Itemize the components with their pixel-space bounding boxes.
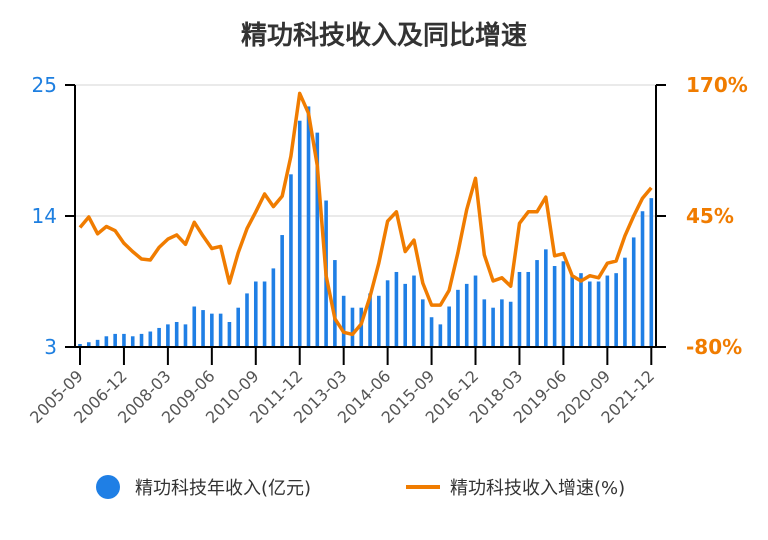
bar (649, 198, 654, 347)
bar (623, 257, 627, 347)
bar (579, 273, 583, 347)
bar (297, 120, 302, 348)
bar (385, 280, 390, 347)
bar (464, 283, 469, 347)
bar (482, 299, 487, 347)
bar (535, 260, 539, 347)
bar (245, 293, 249, 347)
legend-bar-marker (96, 475, 120, 499)
bar (403, 283, 408, 347)
bar (640, 211, 645, 347)
bar (508, 301, 513, 347)
bar (420, 299, 425, 347)
bar (473, 275, 478, 347)
bar (78, 344, 82, 347)
bar (438, 324, 443, 347)
bar (605, 275, 610, 347)
bar (289, 174, 293, 347)
bar (183, 324, 188, 347)
bar (368, 293, 372, 347)
bar (280, 235, 284, 347)
bar (429, 317, 434, 347)
bar (166, 324, 170, 347)
bar (315, 132, 320, 347)
line-series (78, 91, 653, 337)
legend-bar-label: 精功科技年收入(亿元) (135, 478, 311, 499)
bar (157, 327, 161, 347)
bar (192, 306, 197, 347)
growth-line (78, 91, 653, 337)
bar (210, 313, 214, 347)
legend-line-label: 精功科技收入增速(%) (450, 478, 625, 499)
bar (333, 260, 337, 347)
bar (122, 333, 126, 347)
bar (130, 336, 135, 347)
bar (561, 261, 566, 347)
bar (174, 321, 179, 347)
gridlines (75, 84, 656, 217)
bar (359, 307, 364, 347)
bar (86, 342, 91, 347)
bar (350, 307, 355, 347)
bar (95, 339, 100, 347)
bar (271, 268, 276, 347)
bar (139, 333, 144, 347)
tick-labels: 25143170%45%-80%2005-092006-122008-03200… (26, 73, 748, 427)
left-tick-label: 25 (32, 73, 57, 97)
bar (201, 310, 205, 347)
bar (447, 306, 451, 347)
bar (596, 281, 601, 347)
right-tick-label: -80% (686, 335, 742, 359)
right-tick-label: 170% (686, 73, 748, 97)
bar (113, 333, 117, 347)
bar (500, 299, 504, 347)
bar (491, 307, 495, 347)
bar (227, 321, 232, 347)
bar (526, 271, 531, 347)
bar (341, 295, 346, 347)
bar (631, 237, 636, 347)
bar (394, 271, 399, 347)
bar (517, 271, 522, 347)
bar (614, 273, 618, 347)
bar (104, 336, 109, 347)
chart-title: 精功科技收入及同比增速 (241, 20, 527, 51)
bar (544, 249, 548, 347)
bar (456, 289, 460, 347)
bar (262, 281, 267, 347)
legend: 精功科技年收入(亿元) 精功科技收入增速(%) (96, 475, 625, 499)
bar-series (78, 106, 654, 348)
bar (552, 266, 557, 347)
bar (148, 331, 153, 347)
left-tick-label: 3 (44, 335, 57, 359)
axes (65, 84, 666, 365)
bar (377, 295, 381, 347)
right-tick-label: 45% (686, 204, 734, 228)
bar (218, 313, 223, 347)
bar (236, 307, 241, 347)
left-tick-label: 14 (32, 204, 57, 228)
bar (587, 281, 592, 347)
bar (412, 275, 416, 347)
bar (253, 281, 258, 347)
bar (570, 275, 574, 347)
bar (306, 106, 311, 347)
